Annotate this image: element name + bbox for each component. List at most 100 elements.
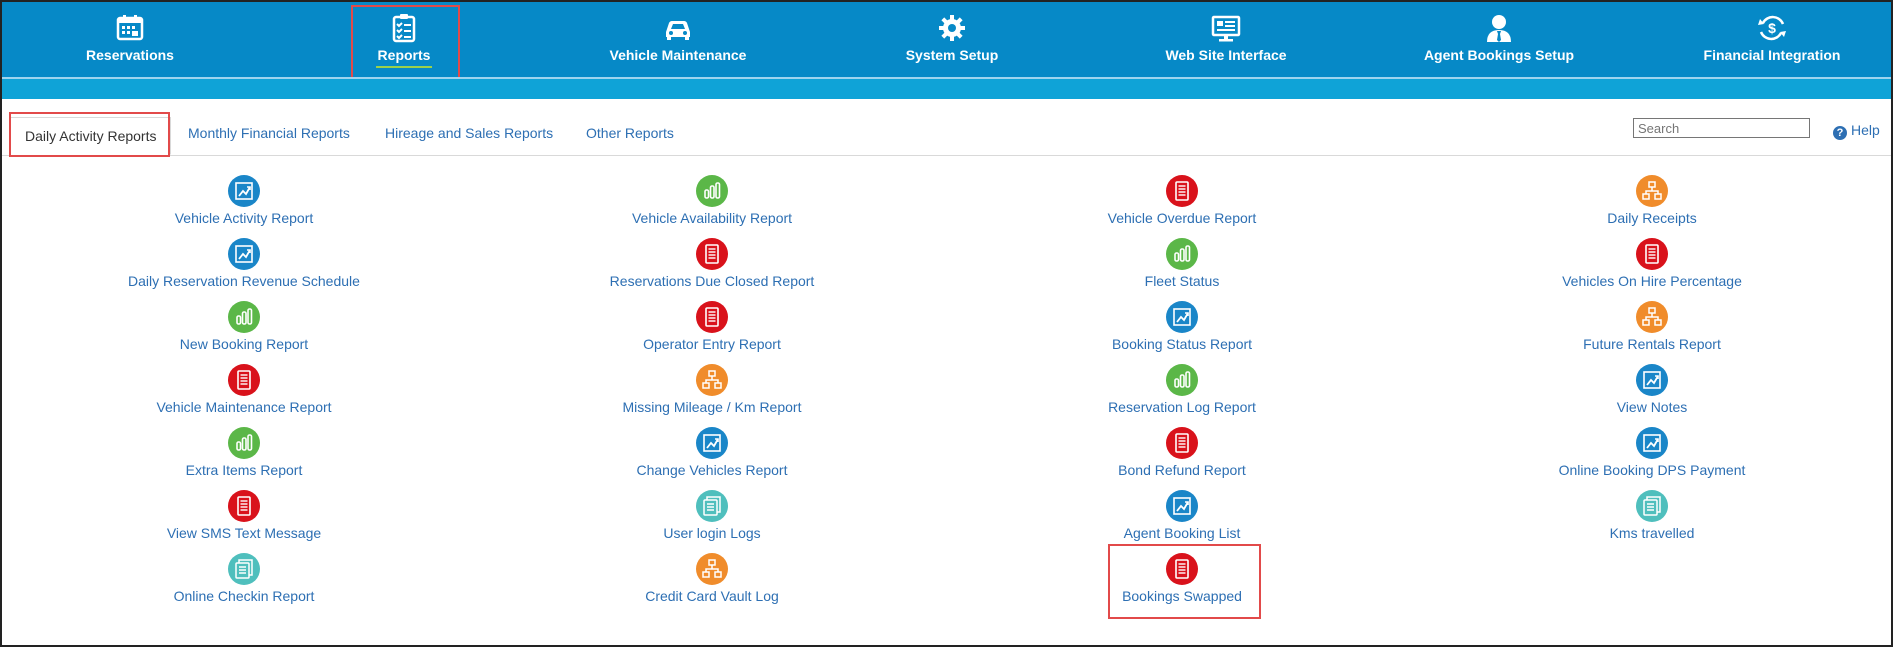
nav-label: Web Site Interface <box>1165 47 1287 63</box>
report-link[interactable]: Daily Receipts <box>1417 175 1887 238</box>
document-icon <box>228 364 260 396</box>
report-label: Daily Receipts <box>1607 210 1697 226</box>
nav-agent-bookings-setup[interactable]: Agent Bookings Setup <box>1379 2 1619 77</box>
report-link[interactable]: Vehicle Maintenance Report <box>9 364 479 427</box>
car-icon <box>666 21 690 40</box>
report-label: Vehicle Overdue Report <box>1107 210 1257 226</box>
report-link[interactable]: Agent Booking List <box>947 490 1417 553</box>
report-label: Online Booking DPS Payment <box>1558 462 1746 478</box>
document-icon <box>696 238 728 270</box>
report-link[interactable]: Bookings Swapped <box>947 553 1417 616</box>
top-navigation: Reservations Reports <box>2 2 1891 77</box>
report-link[interactable]: Vehicle Overdue Report <box>947 175 1417 238</box>
report-label: Bond Refund Report <box>1118 462 1246 478</box>
report-label: New Booking Report <box>179 336 309 352</box>
report-label: Vehicles On Hire Percentage <box>1562 273 1742 289</box>
report-link[interactable]: Vehicles On Hire Percentage <box>1417 238 1887 301</box>
nav-financial-integration[interactable]: $ Financial Integration <box>1652 2 1891 77</box>
report-label: View SMS Text Message <box>166 525 322 541</box>
report-label: Credit Card Vault Log <box>645 588 779 604</box>
sub-navigation-bar <box>2 77 1891 99</box>
stacked-documents-icon <box>696 490 728 522</box>
report-link[interactable]: Change Vehicles Report <box>477 427 947 490</box>
document-icon <box>1166 427 1198 459</box>
report-label: Reservation Log Report <box>1108 399 1256 415</box>
report-link[interactable]: Missing Mileage / Km Report <box>477 364 947 427</box>
nav-vehicle-maintenance[interactable]: Vehicle Maintenance <box>558 2 798 77</box>
nav-label: System Setup <box>905 47 999 63</box>
report-label: Kms travelled <box>1609 525 1695 541</box>
report-link[interactable]: Online Checkin Report <box>9 553 479 616</box>
document-icon <box>1166 175 1198 207</box>
report-link[interactable]: Booking Status Report <box>947 301 1417 364</box>
agent-user-icon <box>1487 15 1511 42</box>
line-chart-icon <box>1636 364 1668 396</box>
org-chart-icon <box>1636 301 1668 333</box>
bar-chart-icon <box>1166 364 1198 396</box>
report-column-2: Vehicle Availability Report Reservations … <box>477 175 947 616</box>
clipboard-checklist-icon <box>392 14 416 43</box>
tab-hireage-and-sales-reports[interactable]: Hireage and Sales Reports <box>385 125 554 141</box>
bar-chart-icon <box>228 301 260 333</box>
nav-web-site-interface[interactable]: Web Site Interface <box>1106 2 1346 77</box>
bar-chart-icon <box>228 427 260 459</box>
nav-label: Reservations <box>86 47 174 63</box>
nav-label: Vehicle Maintenance <box>609 47 747 63</box>
tab-monthly-financial-reports[interactable]: Monthly Financial Reports <box>188 125 350 141</box>
report-label: Vehicle Maintenance Report <box>156 399 332 415</box>
report-label: Bookings Swapped <box>1122 588 1242 604</box>
search-input[interactable] <box>1633 118 1810 138</box>
report-link[interactable]: View Notes <box>1417 364 1887 427</box>
nav-reservations[interactable]: Reservations <box>10 2 250 77</box>
report-link[interactable]: Reservation Log Report <box>947 364 1417 427</box>
nav-label: Reports <box>377 47 431 63</box>
report-link[interactable]: Bond Refund Report <box>947 427 1417 490</box>
calendar-icon <box>116 15 144 41</box>
report-label: Reservations Due Closed Report <box>609 273 815 289</box>
report-link[interactable]: Kms travelled <box>1417 490 1887 553</box>
report-link[interactable]: Reservations Due Closed Report <box>477 238 947 301</box>
report-link[interactable]: Vehicle Activity Report <box>9 175 479 238</box>
report-label: Operator Entry Report <box>643 336 781 352</box>
report-label: Vehicle Activity Report <box>174 210 314 226</box>
nav-label: Agent Bookings Setup <box>1423 47 1575 63</box>
report-link[interactable]: Vehicle Availability Report <box>477 175 947 238</box>
help-icon: ? <box>1833 126 1847 140</box>
line-chart-icon <box>228 238 260 270</box>
report-label: Vehicle Availability Report <box>631 210 793 226</box>
org-chart-icon <box>1636 175 1668 207</box>
svg-text:$: $ <box>1768 20 1776 36</box>
line-chart-icon <box>1166 490 1198 522</box>
nav-system-setup[interactable]: System Setup <box>832 2 1072 77</box>
stacked-documents-icon <box>1636 490 1668 522</box>
report-link[interactable]: View SMS Text Message <box>9 490 479 553</box>
report-link[interactable]: Extra Items Report <box>9 427 479 490</box>
report-link[interactable]: New Booking Report <box>9 301 479 364</box>
report-link[interactable]: Fleet Status <box>947 238 1417 301</box>
report-label: Agent Booking List <box>1123 525 1241 541</box>
tab-other-reports[interactable]: Other Reports <box>586 125 674 141</box>
help-label: Help <box>1851 122 1880 138</box>
report-link[interactable]: Online Booking DPS Payment <box>1417 427 1887 490</box>
report-label: User login Logs <box>663 525 761 541</box>
document-icon <box>228 490 260 522</box>
document-icon <box>1166 553 1198 585</box>
report-column-4: Daily Receipts Vehicles On Hire Percentag… <box>1417 175 1887 553</box>
line-chart-icon <box>228 175 260 207</box>
report-link[interactable]: Daily Reservation Revenue Schedule <box>9 238 479 301</box>
report-link[interactable]: Credit Card Vault Log <box>477 553 947 616</box>
report-label: Change Vehicles Report <box>636 462 788 478</box>
report-link[interactable]: User login Logs <box>477 490 947 553</box>
report-label: Booking Status Report <box>1111 336 1253 352</box>
document-icon <box>1636 238 1668 270</box>
report-link[interactable]: Future Rentals Report <box>1417 301 1887 364</box>
nav-reports[interactable]: Reports <box>284 2 524 77</box>
stacked-documents-icon <box>228 553 260 585</box>
gear-icon <box>939 15 965 41</box>
monitor-icon <box>1211 15 1241 42</box>
report-link[interactable]: Operator Entry Report <box>477 301 947 364</box>
line-chart-icon <box>696 427 728 459</box>
help-link[interactable]: ? Help <box>1833 122 1880 140</box>
tab-daily-activity-reports[interactable]: Daily Activity Reports <box>10 117 172 155</box>
